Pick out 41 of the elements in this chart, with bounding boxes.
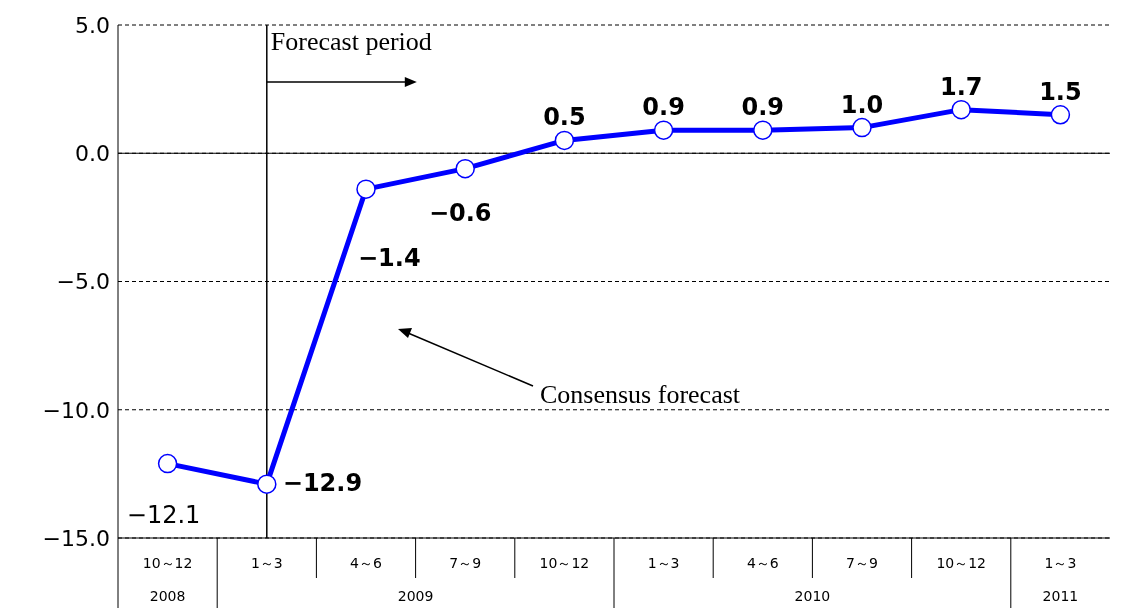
- x-tick-label: 4～6: [350, 555, 382, 571]
- x-tick-label: 1～3: [1044, 555, 1077, 571]
- data-label: 0.9: [642, 93, 685, 122]
- point: [157, 453, 178, 474]
- data-label: 1.7: [939, 72, 983, 101]
- point: [455, 158, 475, 179]
- x-tick-label: 10～12: [142, 555, 193, 571]
- x-tick-label: 7～9: [846, 555, 878, 571]
- x-tick-label: 4～6: [746, 555, 779, 571]
- point: [1050, 105, 1071, 125]
- data-label: 1.0: [840, 90, 884, 119]
- ref-line-label: Forecast period: [270, 27, 432, 56]
- data-label: −0.6: [428, 198, 492, 227]
- data-label: −12.1: [126, 500, 201, 529]
- point: [257, 474, 277, 494]
- data-label: 1.5: [1039, 77, 1082, 106]
- data-label: −1.4: [358, 244, 421, 273]
- x-tick-label: 1～3: [647, 555, 680, 571]
- point: [653, 120, 674, 140]
- text: 2011: [1042, 588, 1079, 604]
- data-label: 0.9: [741, 93, 785, 122]
- y-tick-label: −10.0: [42, 397, 110, 423]
- y-tick-label: 5.0: [75, 12, 110, 38]
- x-tick-label: 7～9: [449, 555, 482, 571]
- text: 2009: [397, 588, 434, 604]
- point: [852, 117, 872, 138]
- y-tick-label: −15.0: [42, 525, 110, 551]
- x-tick-label: 10～12: [539, 555, 590, 571]
- text: 2008: [149, 588, 186, 604]
- y-tick-label: 0.0: [75, 141, 110, 167]
- data-label: −12.9: [282, 469, 363, 498]
- text: 2010: [794, 588, 831, 604]
- point: [356, 179, 376, 199]
- point: [554, 130, 575, 151]
- y-tick-label: −5.0: [56, 269, 110, 295]
- point: [951, 99, 971, 120]
- point: [753, 120, 773, 140]
- data-label: 0.5: [543, 103, 586, 132]
- x-tick-label: 1～3: [250, 555, 283, 571]
- annotation: Consensus forecast: [540, 380, 741, 409]
- x-tick-label: 10～12: [936, 555, 987, 571]
